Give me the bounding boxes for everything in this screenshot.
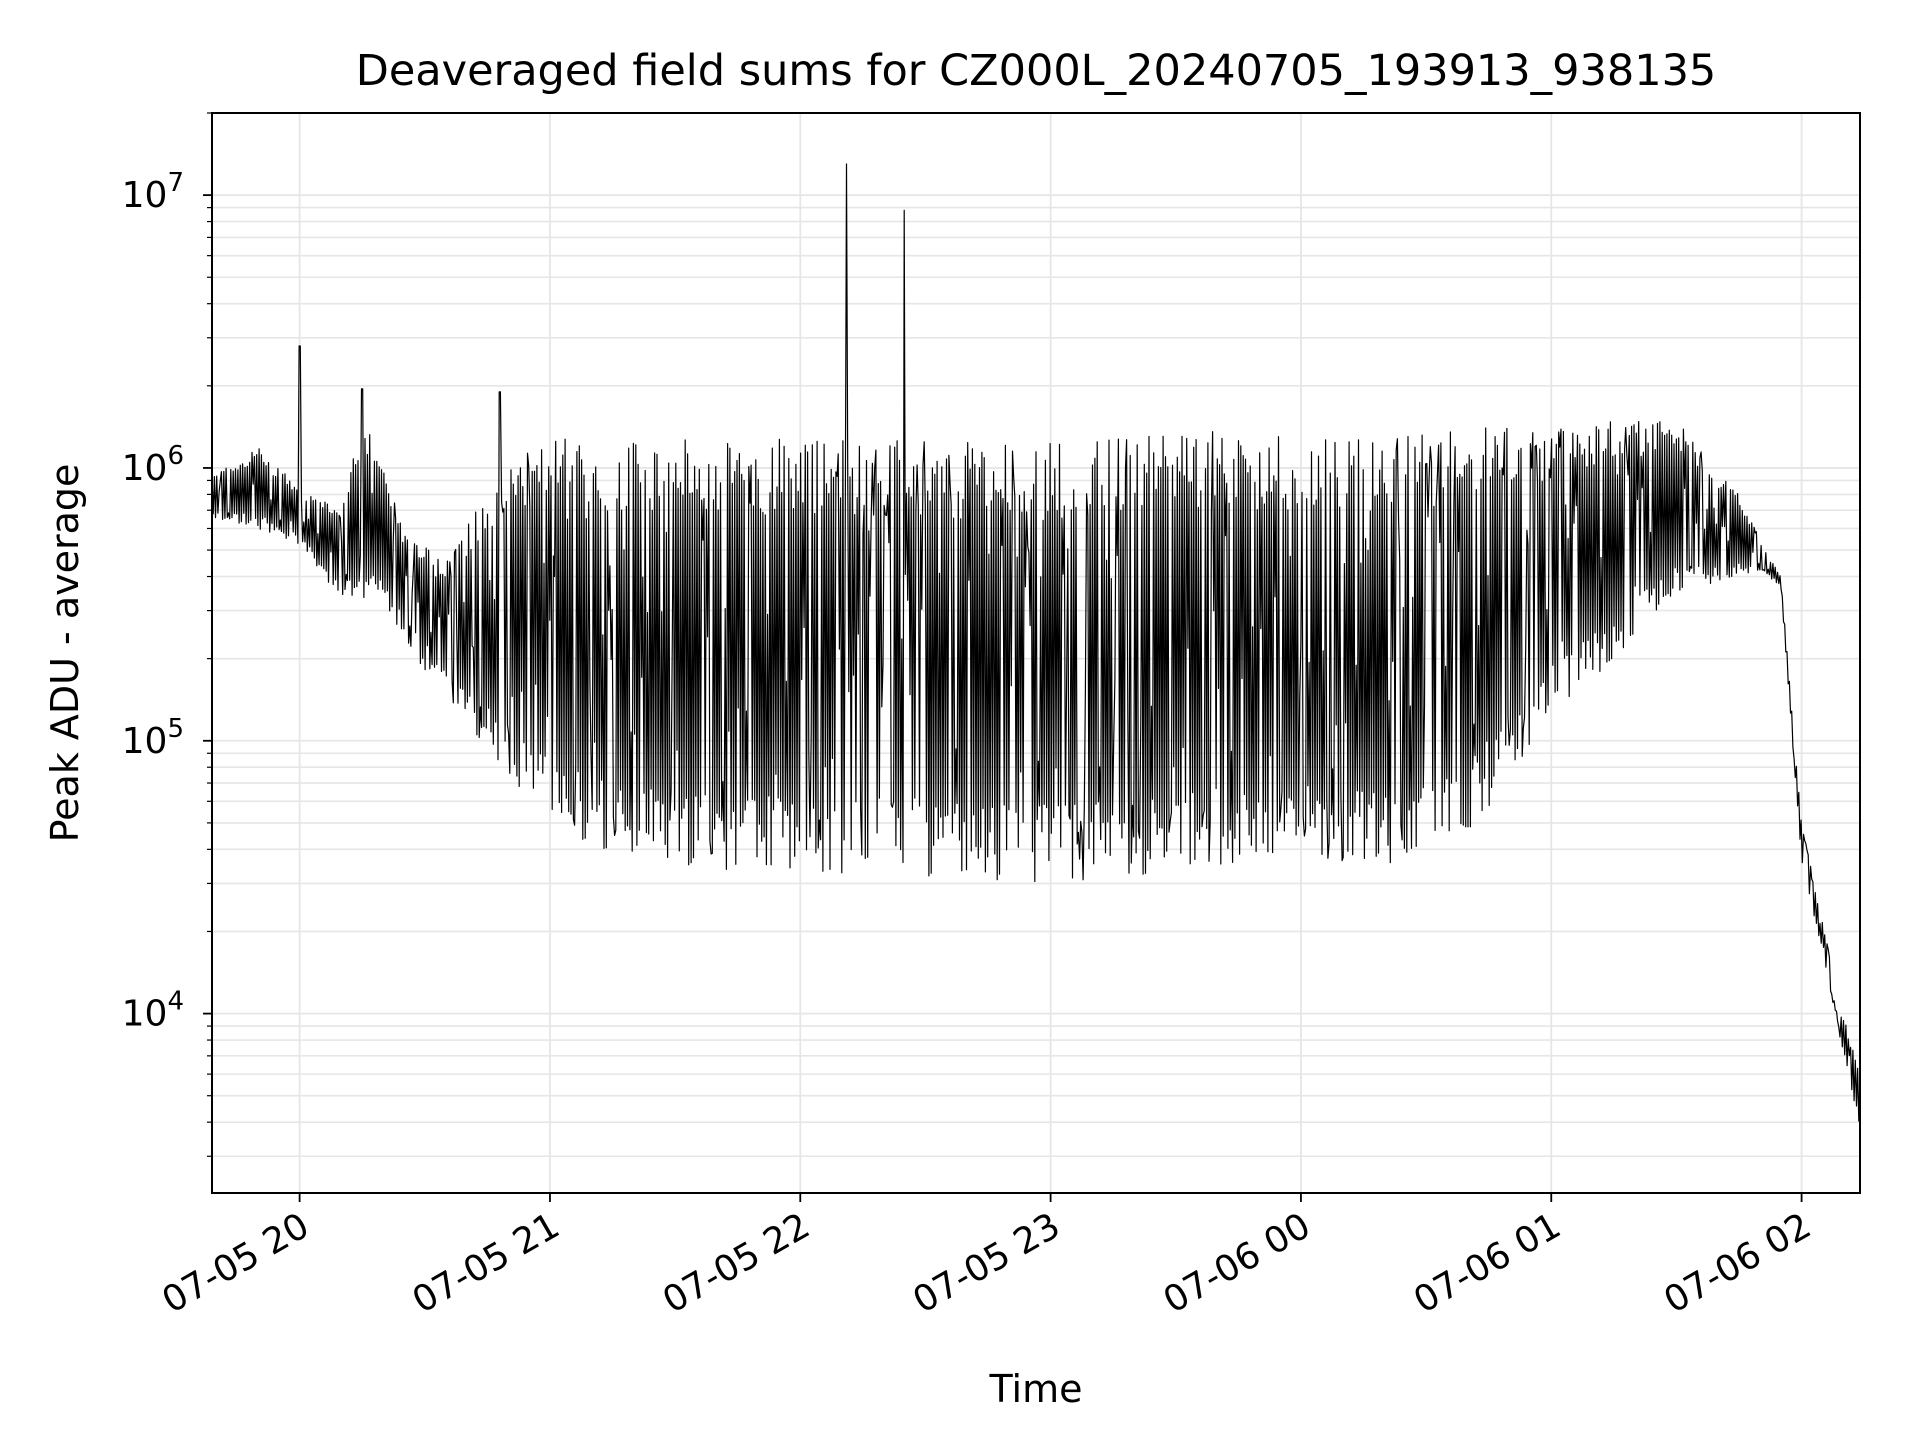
y-tick-label: 105	[122, 714, 184, 762]
x-axis-label: Time	[989, 1367, 1083, 1411]
grid	[212, 112, 1860, 1193]
x-tick-label: 07-05 21	[406, 1205, 567, 1321]
x-tick-label: 07-06 01	[1407, 1205, 1568, 1321]
chart-title: Deaveraged field sums for CZ000L_2024070…	[356, 46, 1717, 96]
y-tick-label: 107	[122, 168, 184, 216]
x-tick-label: 07-06 02	[1657, 1205, 1818, 1321]
x-tick-label: 07-05 20	[155, 1205, 316, 1321]
x-tick-label: 07-05 23	[906, 1205, 1067, 1321]
y-tick-label: 104	[122, 987, 184, 1035]
y-tick-label: 106	[122, 441, 184, 489]
x-tick-label: 07-06 00	[1157, 1205, 1318, 1321]
data-line	[211, 163, 1861, 1122]
plot-frame	[211, 112, 1861, 1194]
x-axis: 07-05 20 07-05 21 07-05 22 07-05 23 07-06 00…	[155, 1193, 1818, 1322]
x-tick-label: 07-05 22	[656, 1205, 817, 1321]
y-axis: 104 105 106 107	[122, 112, 212, 1157]
series-line	[211, 163, 1861, 1122]
y-axis-label: Peak ADU - average	[43, 464, 87, 843]
